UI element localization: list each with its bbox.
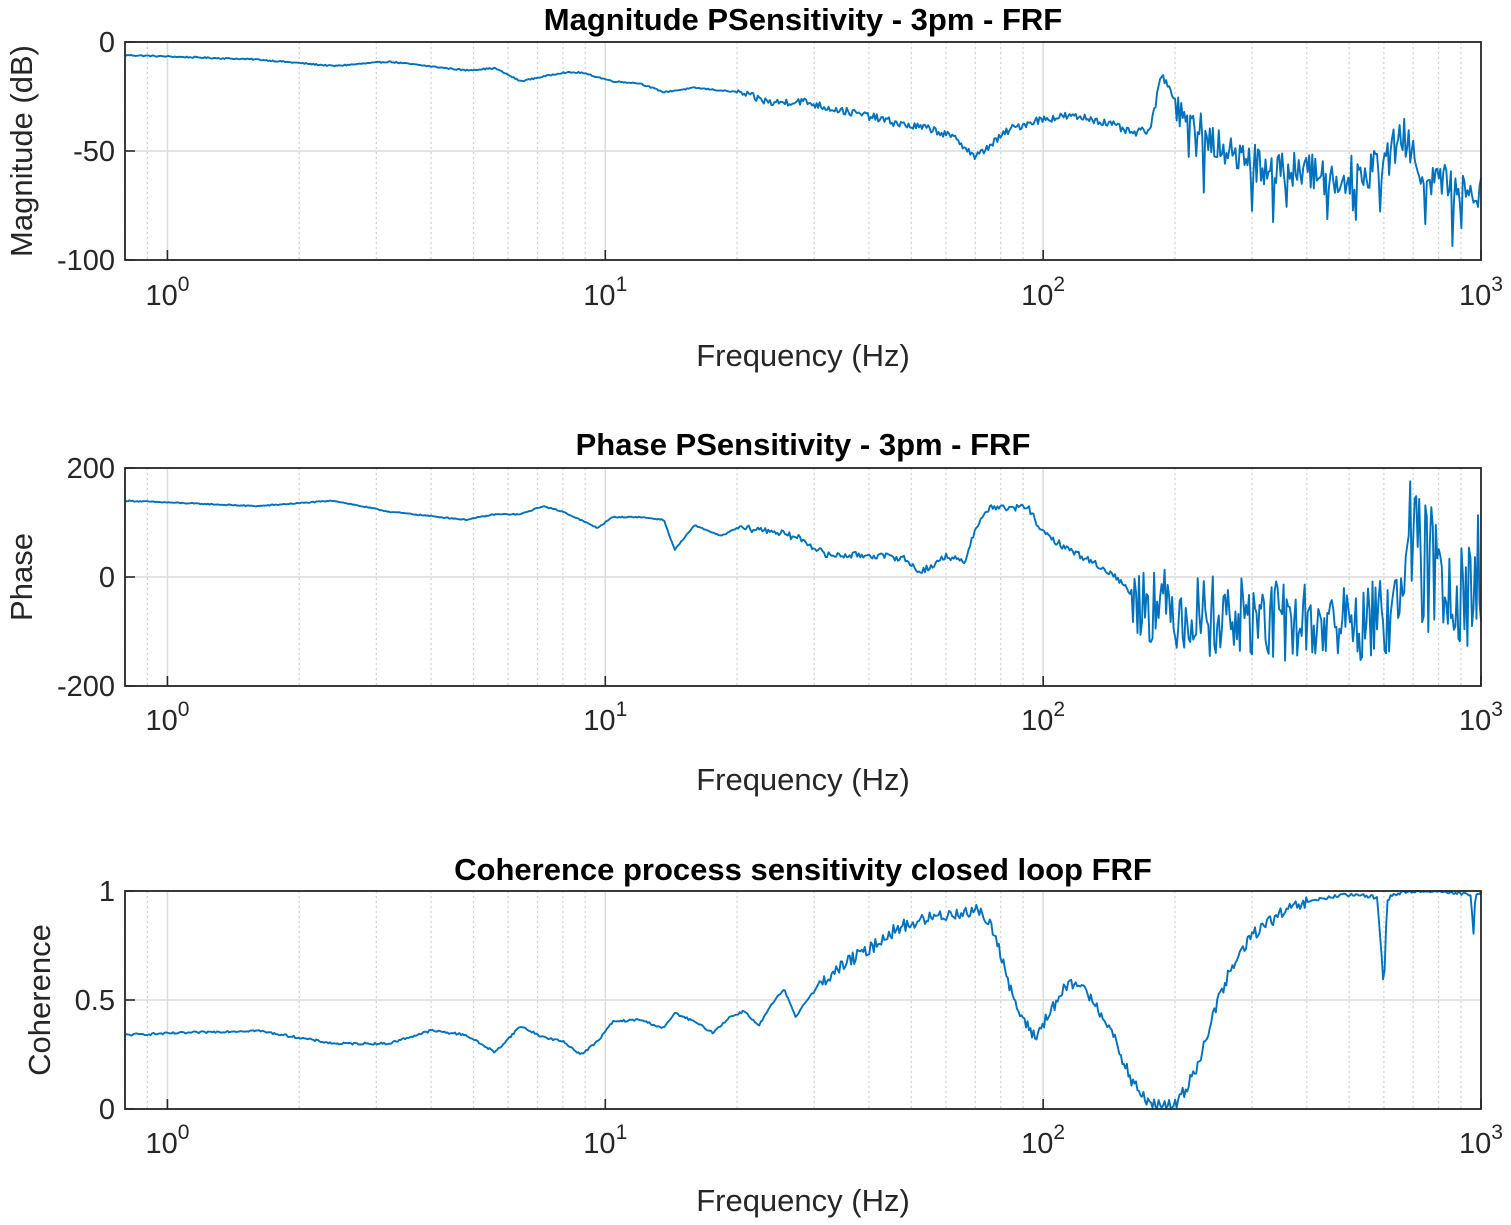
x-axis-label: Frequency (Hz) — [696, 338, 910, 373]
y-tick-label: 0 — [99, 1094, 115, 1126]
y-axis-label: Phase — [4, 533, 39, 621]
y-tick-label: -200 — [57, 671, 115, 703]
y-tick-label: 0 — [99, 562, 115, 594]
y-tick-label: -100 — [57, 245, 115, 277]
x-tick-label: 102 — [1021, 1121, 1065, 1160]
x-axis-label: Frequency (Hz) — [696, 762, 910, 797]
y-tick-label: 1 — [99, 876, 115, 908]
x-tick-label: 101 — [583, 1121, 627, 1160]
x-tick-label: 100 — [145, 1121, 189, 1160]
x-tick-label: 100 — [145, 273, 189, 312]
y-tick-label: 200 — [67, 453, 115, 485]
chart-title: Phase PSensitivity - 3pm - FRF — [576, 427, 1031, 462]
x-tick-label: 103 — [1459, 273, 1503, 312]
chart-title: Magnitude PSensitivity - 3pm - FRF — [544, 2, 1062, 37]
series-line — [124, 53, 1482, 248]
subplot-1: 0 -50 -100 100 101 102 103 Magnitude PSensitivi… — [4, 2, 1503, 373]
chart-title: Coherence process sensitivity closed loo… — [454, 852, 1152, 887]
y-tick-label: 0.5 — [75, 985, 115, 1017]
subplot-3: 1 0.5 0 100 101 102 103 Coherence process sensi… — [22, 852, 1503, 1218]
x-tick-label: 103 — [1459, 1121, 1503, 1160]
x-tick-label: 100 — [145, 698, 189, 737]
series-line — [124, 480, 1482, 662]
series-line — [125, 890, 1482, 1109]
x-tick-label: 102 — [1021, 273, 1065, 312]
subplot-2: 200 0 -200 100 101 102 103 Phase PSensitivity -… — [4, 427, 1503, 797]
x-tick-label: 101 — [583, 698, 627, 737]
x-tick-label: 101 — [583, 273, 627, 312]
x-axis-label: Frequency (Hz) — [696, 1183, 910, 1218]
y-tick-label: -50 — [73, 136, 115, 168]
x-tick-label: 102 — [1021, 698, 1065, 737]
y-axis-label: Magnitude (dB) — [4, 45, 39, 257]
x-tick-label: 103 — [1459, 698, 1503, 737]
y-tick-label: 0 — [99, 27, 115, 59]
y-axis-label: Coherence — [22, 924, 57, 1076]
